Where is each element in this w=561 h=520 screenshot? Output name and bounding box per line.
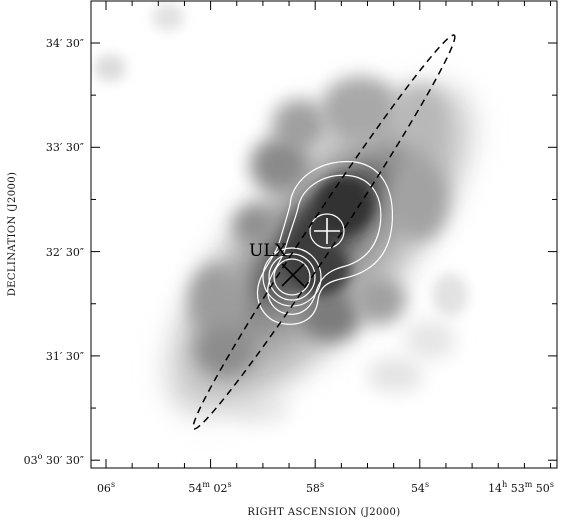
y-tick-label: 03o 30′ 30″ [24, 452, 84, 467]
galaxy-emission [94, 3, 473, 426]
y-tick-label: 31′ 30″ [46, 350, 84, 363]
y-tick-deg: 03 [24, 454, 38, 467]
ulx-marker [281, 263, 305, 287]
x-tick-label: 14h 53m 50s [488, 480, 554, 495]
contour-outer [256, 160, 394, 325]
contour-nucleus [309, 213, 345, 249]
y-tick-label: 34′ 30″ [46, 37, 84, 50]
contour-middle [267, 174, 382, 315]
galaxy-dashed-ellipse [192, 34, 456, 430]
x-tick-label: 54m 02s [188, 480, 231, 495]
y-tick-labels: 34′ 30″ 33′ 30″ 32′ 30″ 31′ 30″ 03o 30′ … [24, 37, 84, 467]
tick-marks [91, 1, 557, 468]
y-axis-title: DECLINATION (J2000) [7, 172, 18, 297]
x-tick-labels: 06s 54m 02s 58s 54s 14h 53m 50s [97, 480, 554, 495]
x-tick-label: 06s [97, 480, 115, 495]
y-tick-deg-sup: o [38, 452, 43, 461]
x-axis-title: RIGHT ASCENSION (J2000) [247, 507, 400, 518]
y-tick-rest: 30′ 30″ [42, 454, 84, 467]
x-tick-label: 54s [411, 480, 429, 495]
contour-ulx-3 [273, 258, 311, 296]
y-tick-label: 33′ 30″ [46, 141, 84, 154]
nucleus-marker [314, 218, 340, 244]
y-tick-label: 32′ 30″ [46, 246, 84, 259]
ulx-label: ULX [249, 241, 288, 261]
plot-frame [90, 0, 558, 469]
x-tick-label: 58s [306, 480, 324, 495]
